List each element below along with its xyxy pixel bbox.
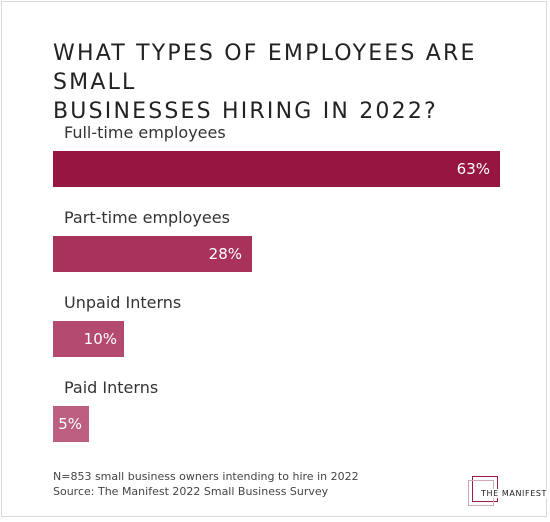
the-manifest-logo: THE MANIFEST xyxy=(468,476,549,508)
footnote-source: Source: The Manifest 2022 Small Business… xyxy=(53,485,329,498)
bar: 10% xyxy=(53,321,124,357)
chart-title: WHAT TYPES OF EMPLOYEES ARE SMALL BUSINE… xyxy=(53,41,477,124)
logo-text: THE MANIFEST xyxy=(480,489,549,498)
bar: 28% xyxy=(53,236,252,272)
footnote: N=853 small business owners intending to… xyxy=(53,469,359,499)
bar-value-label: 5% xyxy=(58,415,82,433)
footnote-sample-size: N=853 small business owners intending to… xyxy=(53,470,359,483)
bar: 63% xyxy=(53,151,500,187)
bar-value-label: 10% xyxy=(83,330,117,348)
category-label: Part-time employees xyxy=(64,208,230,227)
category-label: Full-time employees xyxy=(64,123,226,142)
category-label: Paid Interns xyxy=(64,378,159,397)
category-label: Unpaid Interns xyxy=(64,293,182,312)
bar: 5% xyxy=(53,406,89,442)
bar-value-label: 28% xyxy=(208,245,242,263)
bar-value-label: 63% xyxy=(456,160,490,178)
